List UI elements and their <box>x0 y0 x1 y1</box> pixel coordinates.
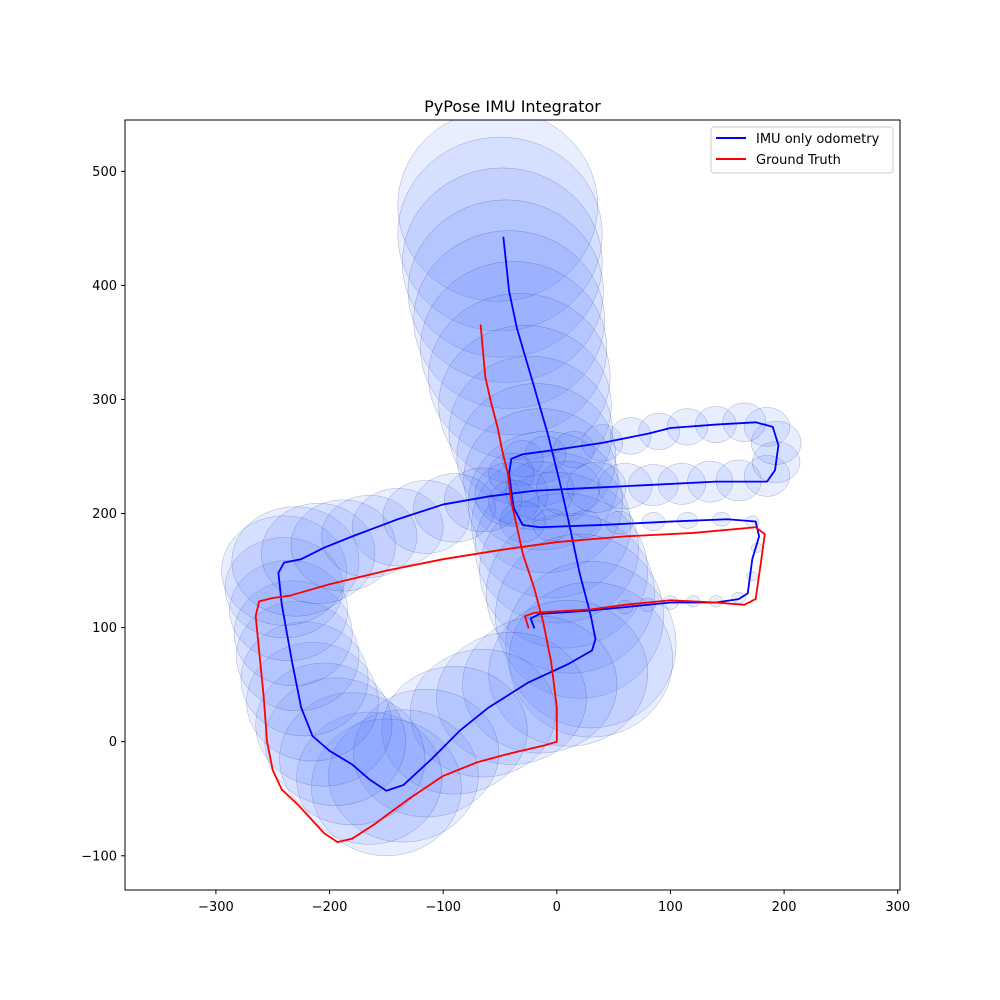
uncertainty-ellipse <box>428 293 611 461</box>
x-tick-label: 200 <box>772 900 797 915</box>
uncertainty-ellipse <box>353 688 500 818</box>
uncertainty-ellipse <box>502 440 544 478</box>
uncertainty-ellipse <box>407 199 604 383</box>
uncertainty-ellipse <box>224 537 344 639</box>
uncertainty-ellipse <box>261 503 376 604</box>
x-tick-label: −300 <box>198 900 234 915</box>
uncertainty-ellipse <box>382 480 470 554</box>
plot-frame <box>124 119 901 891</box>
uncertainty-ellipse <box>413 230 605 409</box>
y-tick-label: 200 <box>92 507 117 522</box>
uncertainty-ellipse <box>420 261 608 436</box>
uncertainty-ellipse <box>279 692 426 826</box>
y-tick-label: 300 <box>92 393 117 408</box>
uncertainty-ellipse <box>569 509 602 538</box>
legend: IMU only odometry Ground Truth <box>710 126 894 174</box>
ground-truth-line <box>254 324 766 843</box>
legend-label-ground-truth: Ground Truth <box>756 153 841 168</box>
y-tick-label: 400 <box>92 279 117 294</box>
uncertainty-ellipse <box>462 615 618 754</box>
chart-title: PyPose IMU Integrator <box>424 97 601 116</box>
uncertainty-ellipse <box>731 592 746 604</box>
uncertainty-ellipse <box>290 499 396 592</box>
legend-label-imu: IMU only odometry <box>756 132 880 147</box>
imu-odometry-line <box>277 236 780 792</box>
uncertainty-ellipse <box>352 488 444 567</box>
uncertainty-ellipse <box>381 666 528 795</box>
uncertainty-ellipse <box>221 515 347 626</box>
uncertainty-ellipses <box>221 120 802 857</box>
uncertainty-ellipse <box>231 506 360 617</box>
x-tick-label: −200 <box>312 900 348 915</box>
x-tick-label: 100 <box>658 900 683 915</box>
uncertainty-ellipse <box>264 677 406 806</box>
uncertainty-ellipse <box>456 383 617 530</box>
y-tick-label: 500 <box>92 165 117 180</box>
uncertainty-ellipse <box>609 417 652 455</box>
uncertainty-ellipse <box>246 642 379 762</box>
uncertainty-ellipse <box>413 473 496 543</box>
uncertainty-ellipse <box>605 511 634 535</box>
x-tick-label: 300 <box>885 900 910 915</box>
uncertainty-ellipse <box>715 459 762 502</box>
x-tick-label: 0 <box>553 900 561 915</box>
x-tick-label: −100 <box>425 900 461 915</box>
y-axis: −100 0 100 200 300 400 500 <box>81 165 125 864</box>
uncertainty-ellipse <box>328 709 479 843</box>
uncertainty-ellipse <box>236 601 360 712</box>
uncertainty-ellipse <box>508 581 673 738</box>
uncertainty-ellipse <box>746 571 759 582</box>
legend-box <box>710 126 894 174</box>
y-tick-label: 0 <box>109 735 117 750</box>
uncertainty-ellipse <box>488 600 648 747</box>
uncertainty-ellipse <box>532 508 570 542</box>
uncertainty-ellipse <box>321 495 418 578</box>
uncertainty-ellipse <box>240 621 369 737</box>
uncertainty-ellipse <box>311 718 462 857</box>
uncertainty-ellipse <box>397 136 603 332</box>
trajectory-lines <box>254 236 780 843</box>
uncertainty-ellipse <box>744 407 791 447</box>
uncertainty-ellipse <box>229 560 348 661</box>
uncertainty-ellipse <box>444 467 522 533</box>
uncertainty-ellipse <box>438 325 612 486</box>
uncertainty-ellipse <box>499 500 546 543</box>
uncertainty-ellipse <box>486 513 655 674</box>
uncertainty-ellipse <box>402 167 603 358</box>
uncertainty-ellipse <box>255 662 393 787</box>
uncertainty-ellipse <box>233 580 353 687</box>
y-tick-label: −100 <box>81 849 117 864</box>
y-tick-label: 100 <box>92 621 117 636</box>
uncertainty-ellipse <box>744 455 791 497</box>
uncertainty-ellipse <box>397 120 598 302</box>
x-axis: −300 −200 −100 0 100 200 300 <box>198 890 910 915</box>
uncertainty-ellipse <box>495 533 664 699</box>
uncertainty-ellipse <box>436 631 587 765</box>
